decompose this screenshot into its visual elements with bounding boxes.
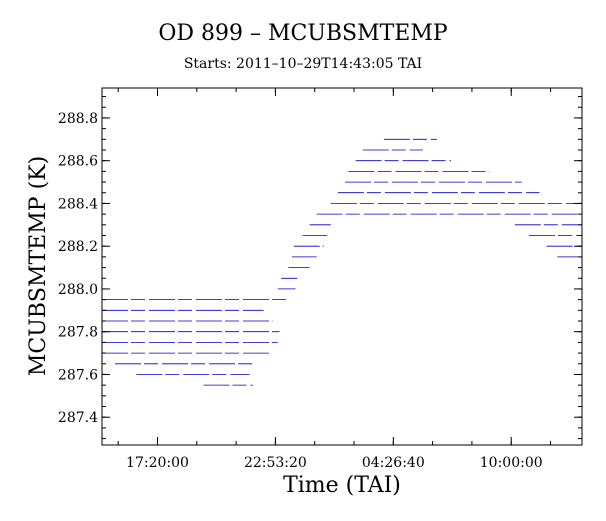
y-tick-label: 288.6 [58, 154, 98, 170]
chart-title: OD 899 – MCUBSMTEMP [158, 21, 448, 46]
x-tick-label: 22:53:20 [244, 455, 307, 471]
data-layer [102, 138, 582, 386]
y-tick-label: 287.6 [58, 367, 98, 383]
x-tick-label: 04:26:40 [362, 455, 425, 471]
y-axis-label: MCUBSMTEMP (K) [26, 156, 51, 376]
y-axis-ticks: 287.4 287.6 287.8 288.0 288.2 288.4 288.6 288.8 [58, 96, 582, 440]
y-tick-label: 288.2 [58, 239, 98, 255]
x-axis-ticks: 17:20:00 22:53:20 04:26:40 10:00:00 [117, 88, 552, 471]
y-tick-label: 288.8 [58, 111, 98, 127]
y-tick-label: 288.4 [58, 196, 98, 212]
y-tick-label: 288.0 [58, 282, 98, 298]
y-tick-label: 287.8 [58, 325, 98, 341]
y-tick-label: 287.4 [58, 410, 98, 426]
x-tick-label: 17:20:00 [126, 455, 189, 471]
chart-subtitle: Starts: 2011–10–29T14:43:05 TAI [184, 56, 422, 72]
plot-frame [101, 87, 583, 446]
x-tick-label: 10:00:00 [480, 455, 543, 471]
x-axis-label: Time (TAI) [283, 473, 401, 498]
